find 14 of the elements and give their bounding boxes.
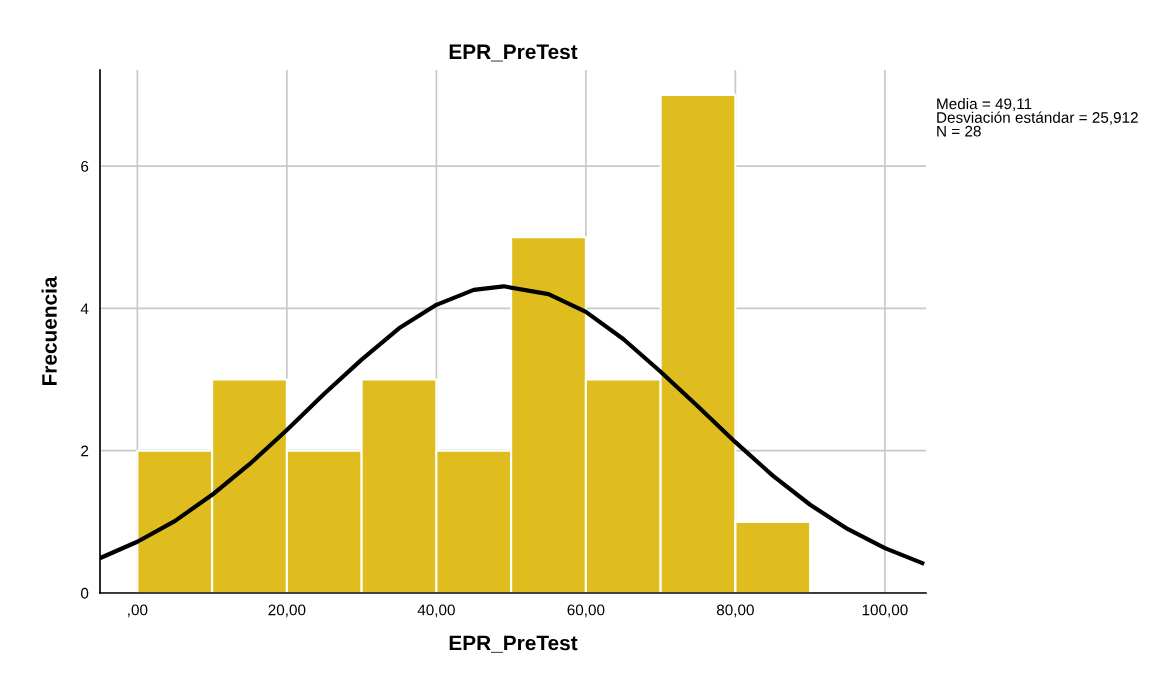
x-tick-label: 40,00 [417, 604, 455, 618]
y-tick-label: 0 [80, 587, 89, 599]
y-tick-label: 4 [80, 303, 89, 314]
y-axis-title: Frecuencia [41, 276, 57, 386]
x-tick-label: ,00 [128, 604, 148, 618]
text: Media = 49,11 Desviación estándar = 25,912 N = 28 [937, 98, 1138, 137]
x-axis-title: EPR_PreTest [449, 635, 578, 653]
x-tick-label: 20,00 [268, 604, 306, 618]
y-tick-label: 2 [81, 445, 89, 457]
x-tick-label: 100,00 [862, 604, 908, 618]
x-tick-label: 80,00 [716, 604, 754, 618]
y-tick-label: 6 [81, 160, 89, 172]
x-tick-label: 60,00 [567, 604, 605, 618]
chart-title: EPR_PreTest [449, 44, 578, 62]
